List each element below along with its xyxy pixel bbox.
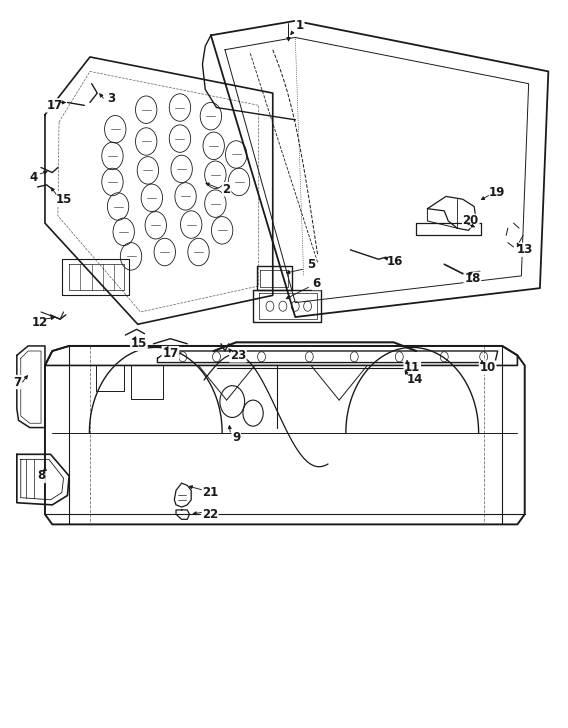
- Text: 18: 18: [464, 272, 481, 285]
- Text: 20: 20: [462, 215, 479, 227]
- Text: 16: 16: [387, 255, 403, 268]
- Text: 23: 23: [229, 349, 246, 362]
- Text: 13: 13: [517, 243, 533, 256]
- Text: 9: 9: [232, 431, 240, 444]
- Text: 3: 3: [107, 92, 115, 105]
- Text: 21: 21: [202, 486, 218, 499]
- Text: 7: 7: [12, 376, 21, 389]
- Text: 6: 6: [312, 277, 321, 290]
- Text: 19: 19: [488, 186, 505, 199]
- Text: 10: 10: [479, 361, 496, 374]
- Text: 14: 14: [406, 373, 423, 387]
- Text: 22: 22: [202, 507, 218, 521]
- Text: 5: 5: [307, 258, 315, 271]
- Text: 11: 11: [404, 361, 420, 374]
- Text: 12: 12: [31, 316, 48, 328]
- Text: 17: 17: [47, 99, 62, 112]
- Text: 4: 4: [30, 171, 38, 184]
- Text: 17: 17: [162, 347, 178, 360]
- Text: 8: 8: [37, 470, 45, 483]
- Text: 15: 15: [131, 337, 147, 350]
- Text: 15: 15: [55, 193, 72, 206]
- Text: 1: 1: [296, 20, 304, 32]
- Text: 2: 2: [223, 183, 231, 196]
